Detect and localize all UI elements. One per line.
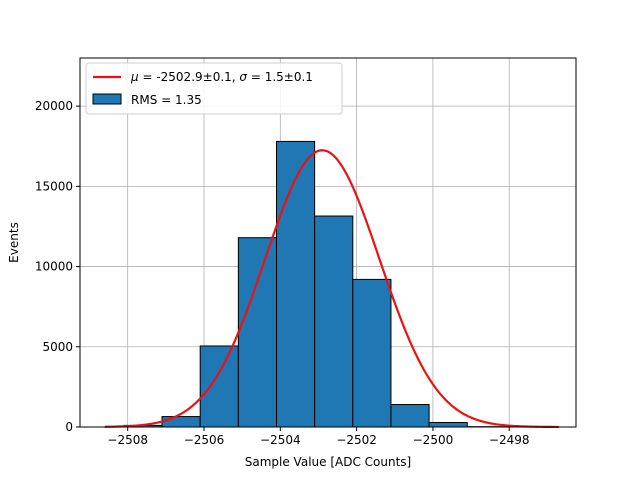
x-tick-label-4: −2500 [413, 433, 454, 447]
y-axis-ticks: 0 5000 10000 15000 20000 [35, 99, 80, 434]
histogram-bar-2 [199, 345, 239, 428]
legend-mu-symbol: μ [130, 70, 139, 84]
x-tick-label-5: −2498 [489, 433, 530, 447]
x-axis-label: Sample Value [ADC Counts] [245, 455, 411, 469]
histogram-bar-7 [390, 404, 430, 428]
x-tick-label-0: −2508 [107, 433, 148, 447]
histogram-bar-1 [161, 416, 201, 428]
gaussian-fit-curve [104, 149, 559, 429]
legend-fit-label: μ = -2502.9±0.1, σ = 1.5±0.1 [130, 70, 313, 84]
histogram-bar-8 [428, 422, 468, 428]
legend-sigma-symbol: σ [239, 70, 247, 84]
legend: μ = -2502.9±0.1, σ = 1.5±0.1 RMS = 1.35 [85, 62, 343, 115]
histogram-bars [123, 140, 506, 428]
legend-sigma-value: = 1.5±0.1 [247, 70, 313, 84]
x-tick-label-3: −2502 [336, 433, 377, 447]
y-tick-label-1: 5000 [42, 340, 73, 354]
y-tick-label-3: 15000 [35, 179, 73, 193]
histogram-bar-6 [352, 278, 392, 428]
gaussian-fit-line [104, 149, 559, 429]
plot-frame [79, 57, 577, 428]
y-tick-label-2: 10000 [35, 260, 73, 274]
y-tick-label-4: 20000 [35, 99, 73, 113]
histogram-bar-4 [275, 140, 316, 428]
legend-histogram-label: RMS = 1.35 [131, 93, 202, 107]
x-tick-label-2: −2504 [260, 433, 301, 447]
histogram-bar-5 [314, 215, 354, 428]
legend-mu-value: = -2502.9±0.1, [139, 70, 240, 84]
histogram-bar-3 [237, 237, 277, 428]
x-tick-label-1: −2506 [184, 433, 225, 447]
y-axis-label: Events [7, 222, 21, 263]
legend-box [85, 62, 343, 115]
y-tick-label-0: 0 [65, 420, 73, 434]
legend-histogram-swatch [92, 93, 122, 105]
x-axis-ticks: −2508 −2506 −2504 −2502 −2500 −2498 [107, 427, 530, 447]
